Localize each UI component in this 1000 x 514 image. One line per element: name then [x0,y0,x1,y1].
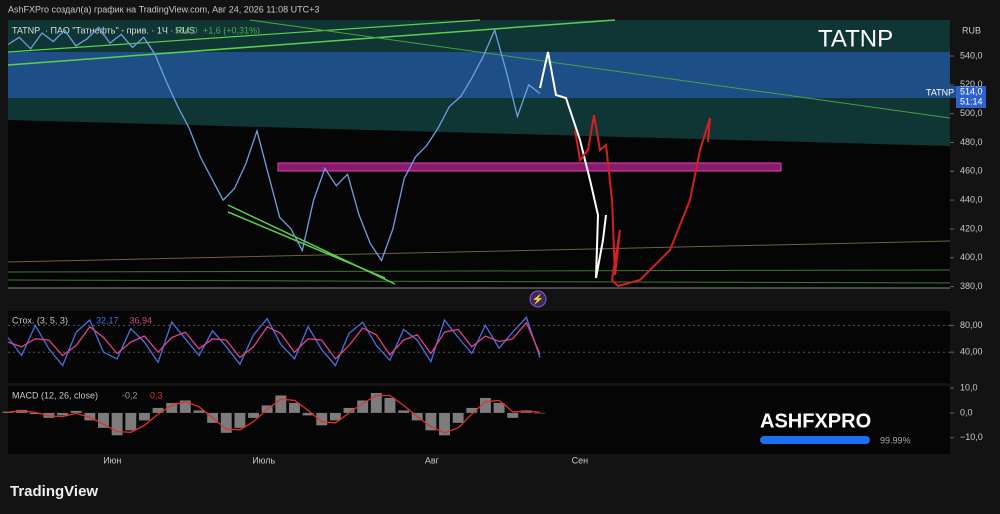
histogram-bar [398,410,410,413]
overlay-percent: 99.99% [880,435,911,445]
price-tag-box [920,86,956,98]
y-tick-label: 540,0 [960,50,983,60]
y-tick-label: 80,00 [960,320,983,330]
histogram-bar [384,397,396,413]
histogram-bar [439,412,450,436]
histogram-bar [220,412,232,433]
brand: TradingView [10,483,98,500]
series-line [7,321,541,360]
indicator-label: Стох. (3, 5, 3) [12,315,68,325]
histogram-bar [466,407,478,413]
overlay-brand: ASHFXPRO [760,410,871,432]
histogram-bar [316,412,328,426]
histogram-bar [357,400,369,413]
trend-line [7,19,616,66]
y-tick-label: 40,00 [960,347,983,357]
histogram-bar [452,412,464,423]
legend-value: -0,2 [122,390,138,400]
zone-box [277,162,782,172]
histogram-bar [125,412,137,431]
histogram-bar [289,402,300,413]
zone-lower [8,98,950,146]
series-line [7,26,541,263]
histogram-bar [425,412,437,431]
histogram-bar [302,412,314,416]
histogram-bar [111,412,123,436]
zone-upper [8,20,950,52]
legend-description: · ПАО "Татнефть" - прив. · 1Ч · RUS [45,25,195,35]
forecast-white [539,51,607,279]
y-tick-label: 440,0 [960,194,983,204]
trend-line [7,279,951,284]
price-tag-symbol: TATNP [926,87,954,97]
trend-line [7,19,481,53]
y-tick-label: 480,0 [960,137,983,147]
legend-last: 514,0 [175,25,198,35]
histogram-bar [84,412,96,421]
event-icon[interactable] [529,290,547,308]
y-tick-label: 520,0 [960,79,983,89]
currency: RUB [962,25,981,35]
histogram-bar [479,397,491,413]
x-tick-label: Июль [252,455,275,465]
x-tick-label: Июн [103,455,121,465]
histogram-bar [152,407,164,413]
overlay-bar [760,436,870,444]
histogram-bar [234,412,246,428]
legend-change: +1,6 (+0,31%) [203,25,260,35]
event-icon-glyph: ⚡ [532,293,544,306]
histogram-bar [2,411,14,413]
zone-blue [8,52,950,98]
price-tag-timer: 51:14 [960,96,983,106]
legend-value: 36,94 [130,315,153,325]
trend-line [7,240,951,263]
histogram-bar [275,395,287,413]
stoch-pane [8,311,950,383]
histogram-bar [493,402,505,413]
x-tick-label: Сен [572,455,589,465]
trend-line [7,269,951,273]
series-line [7,316,541,367]
histogram-bar [329,412,341,421]
byline: AshFXPro создал(а) график на TradingView… [8,4,319,14]
channel-line [227,211,386,279]
watermark: TATNP [818,25,893,52]
histogram-bar [193,410,205,413]
y-tick-label: 400,0 [960,252,983,262]
indicator-label: MACD (12, 26, close) [12,390,98,400]
y-tick-label: −10,0 [960,432,983,442]
legend-value: 0,3 [150,390,163,400]
y-tick-label: 380,0 [960,281,983,291]
histogram-bar [98,412,109,428]
histogram-bar [70,410,82,413]
y-tick-label: 500,0 [960,108,983,118]
histogram-bar [166,402,178,413]
price-tag-value-box [956,86,986,108]
y-tick-label: 10,0 [960,382,978,392]
y-tick-label: 0,0 [960,407,973,417]
trend-line [249,19,951,119]
x-tick-label: Авг [425,455,440,465]
y-tick-label: 420,0 [960,223,983,233]
histogram-bar [57,412,69,416]
histogram-bar [370,392,382,413]
histogram-bar [179,400,191,413]
legend-value: 32,17 [96,315,119,325]
histogram-bar [29,412,41,415]
price-tag-value: 514,0 [960,86,983,96]
forecast-red [574,114,711,288]
y-tick-label: 460,0 [960,166,983,176]
legend-symbol: TATNP [12,25,40,35]
histogram-bar [507,412,519,418]
histogram-bar [343,407,355,413]
histogram-bar [138,412,150,421]
series-line [7,394,541,434]
histogram-bar [248,412,259,418]
